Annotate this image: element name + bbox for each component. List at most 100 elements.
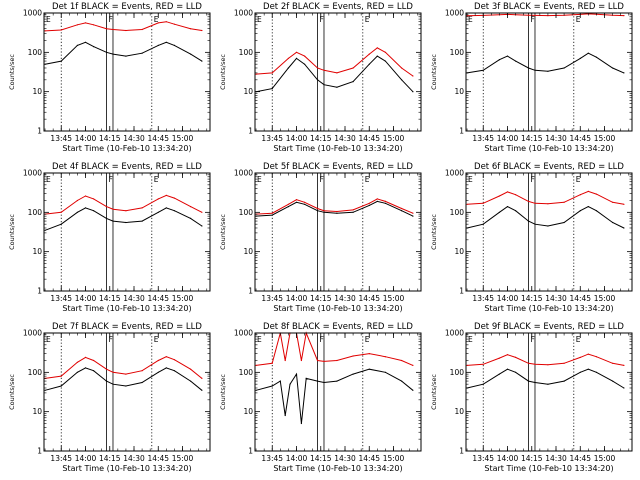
data-point xyxy=(515,60,517,62)
panel-title: Det 4f BLACK = Events, RED = LLD xyxy=(52,162,202,172)
data-point xyxy=(60,375,62,377)
data-point xyxy=(141,207,143,209)
data-point xyxy=(579,210,581,212)
data-point xyxy=(623,227,625,229)
plot-frame xyxy=(43,332,211,452)
data-point xyxy=(612,362,614,364)
data-point xyxy=(304,201,306,203)
data-point xyxy=(563,201,565,203)
x-tick-label: 13:45 xyxy=(472,134,494,143)
data-point xyxy=(304,203,306,205)
y-tick-label: 100 xyxy=(450,208,465,217)
data-point xyxy=(173,197,175,199)
y-axis-label: Counts/sec xyxy=(219,54,227,90)
data-point xyxy=(547,70,549,72)
data-point xyxy=(323,69,325,71)
flag-label: E xyxy=(365,15,370,24)
y-tick-label: 1000 xyxy=(23,9,42,18)
plot-frame xyxy=(465,12,633,132)
data-point xyxy=(534,223,536,225)
panel-title: Det 7f BLACK = Events, RED = LLD xyxy=(52,322,202,332)
data-point xyxy=(368,353,370,355)
data-point xyxy=(141,220,143,222)
y-tick-label: 1 xyxy=(37,127,42,136)
x-tick-label: 15:00 xyxy=(172,454,194,463)
data-point xyxy=(316,380,319,382)
data-point xyxy=(412,212,414,214)
x-tick-label: 14:15 xyxy=(521,134,543,143)
data-point xyxy=(498,59,500,61)
y-tick-label: 1000 xyxy=(234,329,253,338)
data-point xyxy=(506,368,509,370)
data-point xyxy=(368,204,370,206)
data-point xyxy=(141,370,143,372)
data-point xyxy=(579,194,581,196)
data-point xyxy=(623,72,625,74)
data-point xyxy=(201,29,203,32)
data-point xyxy=(305,377,307,379)
data-point xyxy=(352,209,354,211)
data-point xyxy=(527,67,530,69)
x-tick-label: 13:45 xyxy=(472,294,494,303)
y-tick-label: 100 xyxy=(450,368,465,377)
data-point xyxy=(547,203,549,205)
y-tick-label: 1000 xyxy=(445,169,464,178)
data-point xyxy=(336,210,338,213)
data-point xyxy=(506,55,509,57)
plot-frame xyxy=(465,332,633,452)
data-point xyxy=(527,362,530,364)
y-tick-label: 1000 xyxy=(23,169,42,178)
x-tick-label: 13:45 xyxy=(50,134,72,143)
data-point xyxy=(587,353,589,355)
data-point xyxy=(125,221,127,224)
x-tick-label: 13:45 xyxy=(261,134,283,143)
data-point xyxy=(76,199,78,202)
flag-label: E xyxy=(257,335,262,344)
data-point xyxy=(595,210,598,212)
y-tick-label: 1 xyxy=(459,127,464,136)
data-point xyxy=(534,69,536,71)
flag-label: F xyxy=(531,15,535,24)
series-lld xyxy=(256,47,414,77)
data-point xyxy=(316,79,319,81)
data-point xyxy=(336,359,338,362)
flag-label: E xyxy=(468,175,473,184)
x-tick-label: 14:30 xyxy=(545,134,567,143)
x-tick-label: 14:30 xyxy=(123,454,145,463)
data-point xyxy=(506,354,509,356)
data-point xyxy=(401,210,403,212)
y-tick-label: 10 xyxy=(32,247,42,256)
data-point xyxy=(612,221,614,224)
data-point xyxy=(76,24,78,26)
data-point xyxy=(316,67,319,69)
data-point xyxy=(284,359,286,362)
y-tick-label: 1000 xyxy=(23,329,42,338)
x-tick-label: 14:15 xyxy=(521,294,543,303)
data-point xyxy=(93,198,95,200)
data-point xyxy=(612,380,614,382)
y-tick-label: 1000 xyxy=(445,329,464,338)
data-point xyxy=(173,23,175,25)
data-point xyxy=(304,63,306,65)
data-point xyxy=(376,47,378,49)
y-tick-label: 100 xyxy=(450,48,465,57)
panel-title: Det 1f BLACK = Events, RED = LLD xyxy=(52,2,202,12)
data-point xyxy=(173,370,175,372)
data-point xyxy=(336,72,338,74)
y-tick-label: 100 xyxy=(28,208,43,217)
series-events xyxy=(44,367,203,391)
x-tick-label: 14:15 xyxy=(99,454,121,463)
data-point xyxy=(316,359,319,362)
y-axis-label: Counts/sec xyxy=(8,374,16,410)
y-axis-label: Counts/sec xyxy=(430,214,438,250)
data-point xyxy=(93,24,95,26)
data-point xyxy=(563,67,565,69)
x-tick-label: 14:30 xyxy=(123,134,145,143)
series-lld xyxy=(467,13,624,17)
data-point xyxy=(173,359,175,361)
data-point xyxy=(93,46,95,48)
y-tick-label: 10 xyxy=(32,407,42,416)
